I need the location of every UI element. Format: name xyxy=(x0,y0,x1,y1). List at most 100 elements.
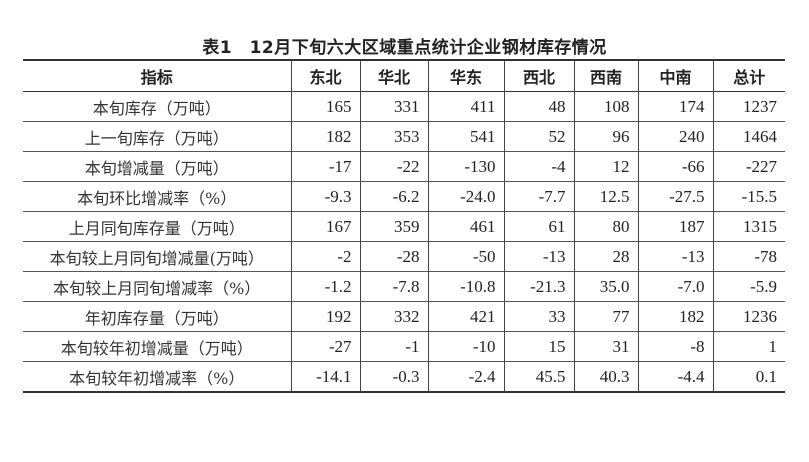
table-cell: -78 xyxy=(712,241,785,272)
table-row: 上一旬库存（万吨） 182 353 541 52 96 240 1464 xyxy=(23,121,785,152)
table-row: 本旬较上月同旬增减率（%） -1.2 -7.8 -10.8 -21.3 35.0 -7.0-… xyxy=(23,271,785,302)
table-cell: 182 xyxy=(637,301,713,332)
table-cell: -21.3 xyxy=(503,271,574,302)
table-cell: 541 xyxy=(427,121,504,152)
table-cell: -24.0 xyxy=(427,181,504,212)
row-label: 本旬较年初增减量（万吨） xyxy=(60,338,253,358)
table-cell: 31 xyxy=(573,331,638,362)
table-cell: 421 xyxy=(427,301,504,332)
table-cell: -10.8 xyxy=(427,271,504,302)
table-row: 本旬库存（万吨） 165 331 411 48 108 174 1237 xyxy=(23,91,785,122)
row-label: 本旬库存（万吨） xyxy=(92,98,221,118)
table-cell: -1 xyxy=(359,331,428,362)
table-cell: -13 xyxy=(637,241,713,272)
row-label: 上一旬库存（万吨） xyxy=(84,128,229,148)
table-cell: 353 xyxy=(359,121,428,152)
table-title: 表1 12月下旬六大区域重点统计企业钢材库存情况 xyxy=(202,38,607,58)
table-cell: 45.5 xyxy=(503,361,574,392)
table-cell: -5.9 xyxy=(712,271,785,302)
table-cell: 0.1 xyxy=(712,361,785,392)
table-cell: 187 xyxy=(637,211,713,242)
table-cell: 165 xyxy=(290,91,360,122)
row-label: 年初库存量（万吨） xyxy=(84,308,229,328)
table-cell: 40.3 xyxy=(573,361,638,392)
column-header: 东北 xyxy=(290,60,360,92)
table-cell: -130 xyxy=(427,151,504,182)
table-cell: 240 xyxy=(637,121,713,152)
table-cell: 359 xyxy=(359,211,428,242)
table-cell: -15.5 xyxy=(712,181,785,212)
row-label: 本旬较年初增减率（%） xyxy=(69,368,245,388)
table-cell: -7.7 xyxy=(503,181,574,212)
column-header: 指标 xyxy=(140,68,173,87)
table-cell: 1237 xyxy=(712,91,785,122)
table-cell: -0.3 xyxy=(359,361,428,392)
table-row: 本旬较上月同旬增减量(万吨） -2 -28 -50 -13 28 -13 -78 xyxy=(23,241,785,272)
column-header: 华东 xyxy=(427,60,504,92)
column-header: 西北 xyxy=(503,60,574,92)
table-cell: 12.5 xyxy=(573,181,638,212)
table-cell: 96 xyxy=(573,121,638,152)
table-cell: -1.2 xyxy=(290,271,360,302)
table-cell: 1236 xyxy=(712,301,785,332)
table-cell: 1315 xyxy=(712,211,785,242)
row-label: 本旬增减量（万吨） xyxy=(84,158,229,178)
table-row: 本旬较年初增减量（万吨） -27 -1 -10 15 31 -8 1 xyxy=(23,331,785,362)
table-cell: 1 xyxy=(712,331,785,362)
table-cell: -10 xyxy=(427,331,504,362)
table-cell: 35.0 xyxy=(573,271,638,302)
row-label: 上月同旬库存量（万吨） xyxy=(68,218,245,238)
table-cell: -28 xyxy=(359,241,428,272)
table-cell: 411 xyxy=(427,91,504,122)
table-cell: -7.0 xyxy=(637,271,713,302)
table-cell: 331 xyxy=(359,91,428,122)
row-label: 本旬环比增减率（%） xyxy=(77,188,237,208)
row-label: 本旬较上月同旬增减率（%） xyxy=(53,278,261,298)
table-cell: -4 xyxy=(503,151,574,182)
column-header: 总计 xyxy=(712,60,785,92)
table-row: 上月同旬库存量（万吨） 167 359 461 61 80 187 1315 xyxy=(23,211,785,242)
table-row: 本旬环比增减率（%） -9.3 -6.2 -24.0 -7.7 12.5 -27.5 -15.… xyxy=(23,181,785,212)
table-cell: 80 xyxy=(573,211,638,242)
inventory-table: 指标 东北 华北 华东 西北 西南 中南 总计 本旬库存（万吨） 165 331 411 48 108 1… xyxy=(23,59,785,393)
table-cell: 174 xyxy=(637,91,713,122)
table-cell: -9.3 xyxy=(290,181,360,212)
table-cell: -227 xyxy=(712,151,785,182)
table-cell: 15 xyxy=(503,331,574,362)
table-cell: 33 xyxy=(503,301,574,332)
table-cell: -66 xyxy=(637,151,713,182)
table-cell: -2.4 xyxy=(427,361,504,392)
table-cell: 108 xyxy=(573,91,638,122)
table-cell: 182 xyxy=(290,121,360,152)
table-cell: -50 xyxy=(427,241,504,272)
table-cell: -6.2 xyxy=(359,181,428,212)
row-label: 本旬较上月同旬增减量(万吨） xyxy=(49,248,264,268)
table-cell: -2 xyxy=(290,241,360,272)
column-header: 中南 xyxy=(637,60,713,92)
table-cell: -27 xyxy=(290,331,360,362)
table-cell: 48 xyxy=(503,91,574,122)
table-cell: 77 xyxy=(573,301,638,332)
column-header: 西南 xyxy=(573,60,638,92)
table-row: 本旬较年初增减率（%） -14.1 -0.3 -2.4 45.5 40.3 -4.4 0.1 xyxy=(23,361,785,392)
table-cell: 332 xyxy=(359,301,428,332)
table-cell: -13 xyxy=(503,241,574,272)
table-cell: 12 xyxy=(573,151,638,182)
table-cell: -8 xyxy=(637,331,713,362)
table-cell: 192 xyxy=(290,301,360,332)
table-cell: -17 xyxy=(290,151,360,182)
table-cell: 1464 xyxy=(712,121,785,152)
table-row: 本旬增减量（万吨） -17 -22 -130 -4 12 -66 -227 xyxy=(23,151,785,182)
column-header: 华北 xyxy=(359,60,428,92)
table-cell: -27.5 xyxy=(637,181,713,212)
header-row: 指标 东北 华北 华东 西北 西南 中南 总计 xyxy=(23,60,785,92)
table-cell: -4.4 xyxy=(637,361,713,392)
table-cell: 167 xyxy=(290,211,360,242)
table-cell: 28 xyxy=(573,241,638,272)
table-cell: 461 xyxy=(427,211,504,242)
table-cell: -7.8 xyxy=(359,271,428,302)
table-cell: 52 xyxy=(503,121,574,152)
table-cell: 61 xyxy=(503,211,574,242)
table-cell: -14.1 xyxy=(290,361,360,392)
table-cell: -22 xyxy=(359,151,428,182)
